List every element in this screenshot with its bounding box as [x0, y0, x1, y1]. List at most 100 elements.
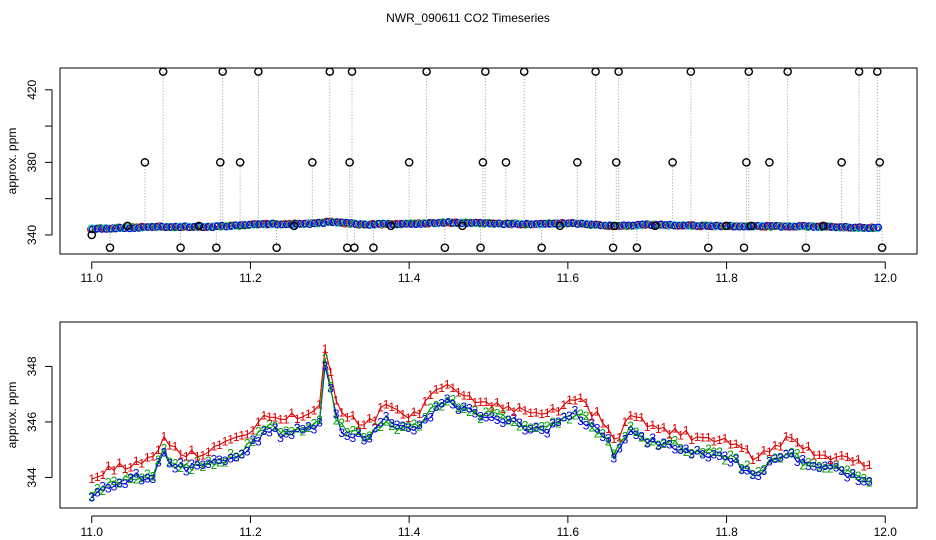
y-tick-label: 346: [25, 412, 39, 432]
series-marker-1: 1: [677, 429, 684, 443]
series-marker-1: 1: [405, 411, 412, 425]
series-marker-1: 1: [283, 412, 290, 426]
series-marker-2: 2: [111, 474, 118, 488]
series-marker-3: 3: [383, 409, 390, 423]
series-marker-3: 3: [111, 480, 118, 494]
series-marker-2: 2: [677, 441, 684, 455]
series-marker-3: 3: [649, 431, 656, 445]
baseline-point: [264, 220, 273, 229]
baseline-point: [592, 220, 601, 229]
spike-point: [404, 158, 414, 167]
series-marker-2: 2: [238, 447, 245, 461]
series-marker-1: 1: [683, 423, 690, 437]
baseline-point: [250, 220, 259, 228]
series-marker-2: 2: [810, 456, 817, 470]
series-marker-2: 2: [727, 448, 734, 462]
series-marker-1: 1: [644, 420, 651, 434]
series-marker-1: 1: [783, 430, 790, 444]
series-marker-3: 3: [305, 419, 312, 433]
series-marker-2: 2: [522, 418, 529, 432]
series-marker-3: 3: [810, 459, 817, 473]
series-marker-2: 2: [822, 461, 829, 475]
spike-point: [176, 243, 185, 252]
series-marker-2: 2: [855, 469, 862, 483]
series-marker-3: 3: [138, 473, 145, 487]
baseline-point: [98, 225, 106, 233]
series-marker-1: 1: [272, 410, 279, 424]
series-marker-1: 1: [655, 422, 662, 436]
series-marker-1: 1: [355, 418, 362, 432]
series-marker-2: 2: [305, 421, 312, 435]
series-marker-3: 3: [261, 424, 268, 438]
bottom-plot-frame: [59, 321, 918, 509]
series-marker-2: 2: [205, 454, 212, 468]
series-marker-3: 3: [799, 452, 806, 466]
series-marker-2: 2: [533, 421, 540, 435]
series-marker-1: 1: [627, 409, 634, 423]
spike-point: [345, 158, 354, 167]
baseline-point: [172, 222, 180, 231]
series-marker-2: 2: [383, 414, 390, 428]
series-marker-1: 1: [233, 430, 240, 444]
series-marker-2: 2: [844, 463, 851, 477]
series-marker-3: 3: [477, 410, 484, 424]
series-marker-2: 2: [311, 416, 318, 430]
series-marker-3: 3: [544, 426, 551, 440]
spike-point: [476, 243, 485, 252]
series-marker-2: 2: [233, 450, 240, 464]
series-marker-2: 2: [355, 424, 362, 438]
series-marker-3: 3: [283, 426, 290, 440]
series-marker-2: 2: [599, 427, 606, 441]
baseline-point: [675, 221, 684, 230]
series-marker-3: 3: [838, 464, 845, 478]
series-marker-2: 2: [388, 419, 395, 433]
series-marker-2: 2: [455, 401, 462, 415]
baseline-point: [403, 220, 411, 228]
series-marker-3: 3: [816, 461, 823, 475]
series-marker-3: 3: [699, 447, 706, 461]
series-marker-3: 3: [299, 422, 306, 436]
series-marker-2: 2: [261, 423, 268, 437]
series-marker-2: 2: [394, 423, 401, 437]
series-marker-1: 1: [111, 463, 118, 477]
baseline-point: [232, 221, 240, 230]
series-marker-3: 3: [466, 402, 473, 416]
baseline-point: [869, 223, 878, 232]
y-tick-label: 340: [25, 225, 39, 245]
spike-point: [369, 243, 378, 252]
series-marker-1: 1: [505, 399, 512, 413]
series-marker-1: 1: [533, 406, 540, 420]
x-tick-label: 11.6: [557, 271, 580, 285]
series-marker-3: 3: [233, 451, 240, 465]
series-marker-3: 3: [272, 421, 279, 435]
series-marker-2: 2: [705, 442, 712, 456]
baseline-point: [652, 221, 661, 229]
spike-point: [537, 243, 546, 252]
series-marker-3: 3: [461, 400, 468, 414]
series-marker-2: 2: [733, 451, 740, 465]
series-marker-2: 2: [566, 412, 573, 426]
series-marker-1: 1: [249, 424, 256, 438]
series-marker-2: 2: [199, 460, 206, 474]
series-marker-3: 3: [566, 409, 573, 423]
series-marker-3: 3: [199, 458, 206, 472]
series-marker-1: 1: [483, 395, 490, 409]
baseline-point: [213, 222, 222, 231]
series-marker-1: 1: [722, 431, 729, 445]
series-marker-2: 2: [505, 414, 512, 428]
series-marker-1: 1: [316, 398, 323, 412]
series-marker-2: 2: [783, 447, 790, 461]
series-marker-1: 1: [494, 395, 501, 409]
series-marker-1: 1: [555, 405, 562, 419]
series-marker-1: 1: [227, 432, 234, 446]
series-marker-2: 2: [144, 467, 151, 481]
series-marker-3: 3: [227, 451, 234, 465]
series-marker-2: 2: [255, 424, 262, 438]
series-marker-2: 2: [494, 407, 501, 421]
series-marker-3: 3: [655, 439, 662, 453]
series-marker-1: 1: [538, 407, 545, 421]
series-marker-1: 1: [155, 443, 162, 457]
series-marker-1: 1: [561, 398, 568, 412]
series-marker-2: 2: [372, 421, 379, 435]
series-marker-2: 2: [438, 400, 445, 414]
